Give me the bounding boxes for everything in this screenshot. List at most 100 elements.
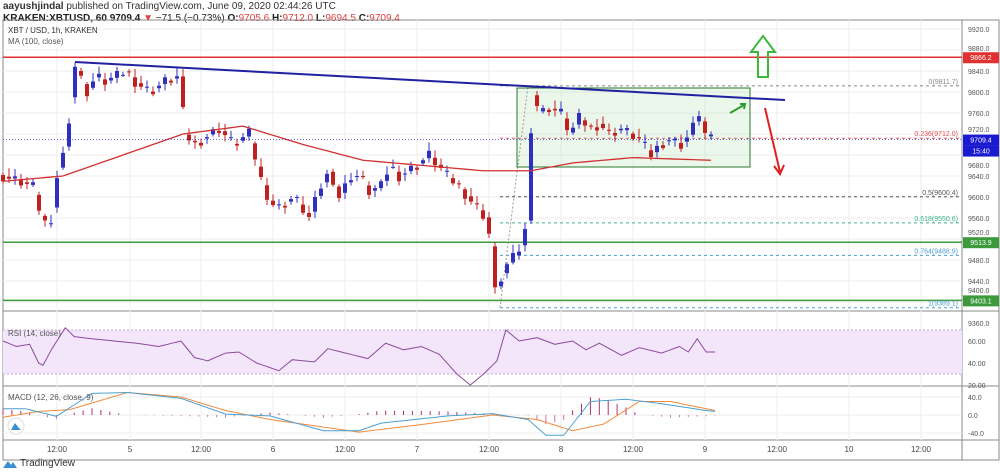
time-label: 12:00 [47, 445, 68, 454]
candle-body [43, 215, 47, 221]
o-label: O: [227, 13, 239, 24]
candle-body [559, 108, 563, 112]
candle-body [277, 204, 281, 206]
rsi-line [2, 327, 715, 386]
rsi-legend: RSI (14, close) [8, 329, 61, 338]
candle-body [313, 197, 317, 212]
candle-body [373, 188, 377, 191]
candle-body [19, 180, 23, 186]
candle-body [79, 71, 83, 76]
candle-body [445, 170, 449, 172]
trend-line [74, 61, 786, 101]
candle-body [91, 81, 95, 88]
price-label: 9680.0 [968, 163, 990, 170]
candle-body [205, 137, 209, 139]
ma-line [2, 125, 712, 182]
rsi-label: 60.00 [968, 339, 986, 346]
candle-body [469, 196, 473, 202]
macd-legend: MACD (12, 26, close, 9) [8, 393, 94, 402]
candle-body [1, 174, 5, 182]
time-label: 12:00 [623, 445, 644, 454]
fib-trend [499, 85, 529, 308]
support-tag-text: 9403.1 [970, 298, 992, 305]
fib-label: 0(9811.7) [929, 79, 958, 86]
candle-body [601, 123, 605, 129]
candle-body [145, 86, 149, 88]
candle-body [265, 185, 269, 200]
candle-body [667, 140, 671, 142]
candle-body [157, 85, 161, 89]
resistance-tag [963, 52, 999, 64]
price-label: 9640.0 [968, 174, 990, 181]
candle-body [457, 183, 461, 185]
candle-body [385, 174, 389, 181]
candle-body [589, 125, 593, 127]
consolidation-box [516, 87, 751, 168]
candle-body [535, 95, 539, 106]
macd-label: 40.0 [968, 395, 982, 402]
candle-body [301, 204, 305, 213]
candle-body [31, 182, 35, 185]
support-tag-text: 9513.9 [970, 240, 992, 247]
candle-body [583, 120, 587, 126]
candle-body [655, 145, 659, 153]
candle-body [619, 128, 623, 131]
candle-body [235, 143, 239, 146]
price-label: 9360.0 [968, 321, 990, 328]
candle-body [397, 171, 401, 182]
tradingview-badge-icon [11, 423, 21, 430]
candle-body [73, 66, 77, 98]
candle-body [679, 142, 683, 149]
l-label: L: [315, 13, 326, 24]
candle-body [211, 129, 215, 135]
candle-body [355, 176, 359, 177]
candle-body [151, 91, 155, 95]
time-label: 10 [845, 445, 854, 454]
candle-body [199, 142, 203, 146]
candle-body [439, 164, 443, 168]
candle-body [121, 74, 125, 76]
candle-body [115, 71, 119, 78]
tradingview-logo[interactable]: TradingView [3, 458, 75, 469]
candle-body [85, 84, 89, 97]
candle-body [49, 223, 53, 225]
candle-body [7, 176, 11, 179]
time-label: 12:00 [767, 445, 788, 454]
candle-body [511, 253, 515, 263]
candle-body [67, 123, 71, 147]
price-label: 9480.0 [968, 258, 990, 265]
down-arrow-icon [764, 107, 785, 176]
up-arrow-icon [749, 34, 777, 78]
close: 9709.4 [369, 13, 400, 24]
candle-body [427, 150, 431, 159]
low: 9694.5 [325, 13, 356, 24]
fib-label: 0.764(9488.9) [914, 248, 958, 255]
fib-label: 0.618(9550.6) [914, 216, 958, 223]
candle-body [283, 205, 287, 208]
support-tag [963, 237, 999, 249]
countdown-tag [963, 145, 999, 157]
candle-body [259, 166, 263, 177]
candle-body [703, 121, 707, 133]
candle-body [295, 197, 299, 198]
candle-body [505, 264, 509, 274]
candle-body [631, 133, 635, 139]
candle-body [175, 76, 179, 79]
time-label: 9 [703, 445, 708, 454]
candle-body [625, 128, 629, 131]
candle-body [595, 127, 599, 131]
rsi-label: 40.00 [968, 361, 986, 368]
time-label: 12:00 [191, 445, 212, 454]
price-label: 9880.0 [968, 46, 990, 53]
candle-body [61, 152, 65, 168]
candle-body [361, 176, 365, 178]
signal-line [2, 391, 716, 433]
candle-body [649, 150, 653, 158]
symbol: KRAKEN:XBTUSD, 60 [3, 13, 107, 24]
candle-body [553, 108, 557, 111]
candle-body [331, 171, 335, 185]
candle-body [163, 77, 167, 85]
candle-body [577, 113, 581, 125]
candle-body [691, 122, 695, 135]
